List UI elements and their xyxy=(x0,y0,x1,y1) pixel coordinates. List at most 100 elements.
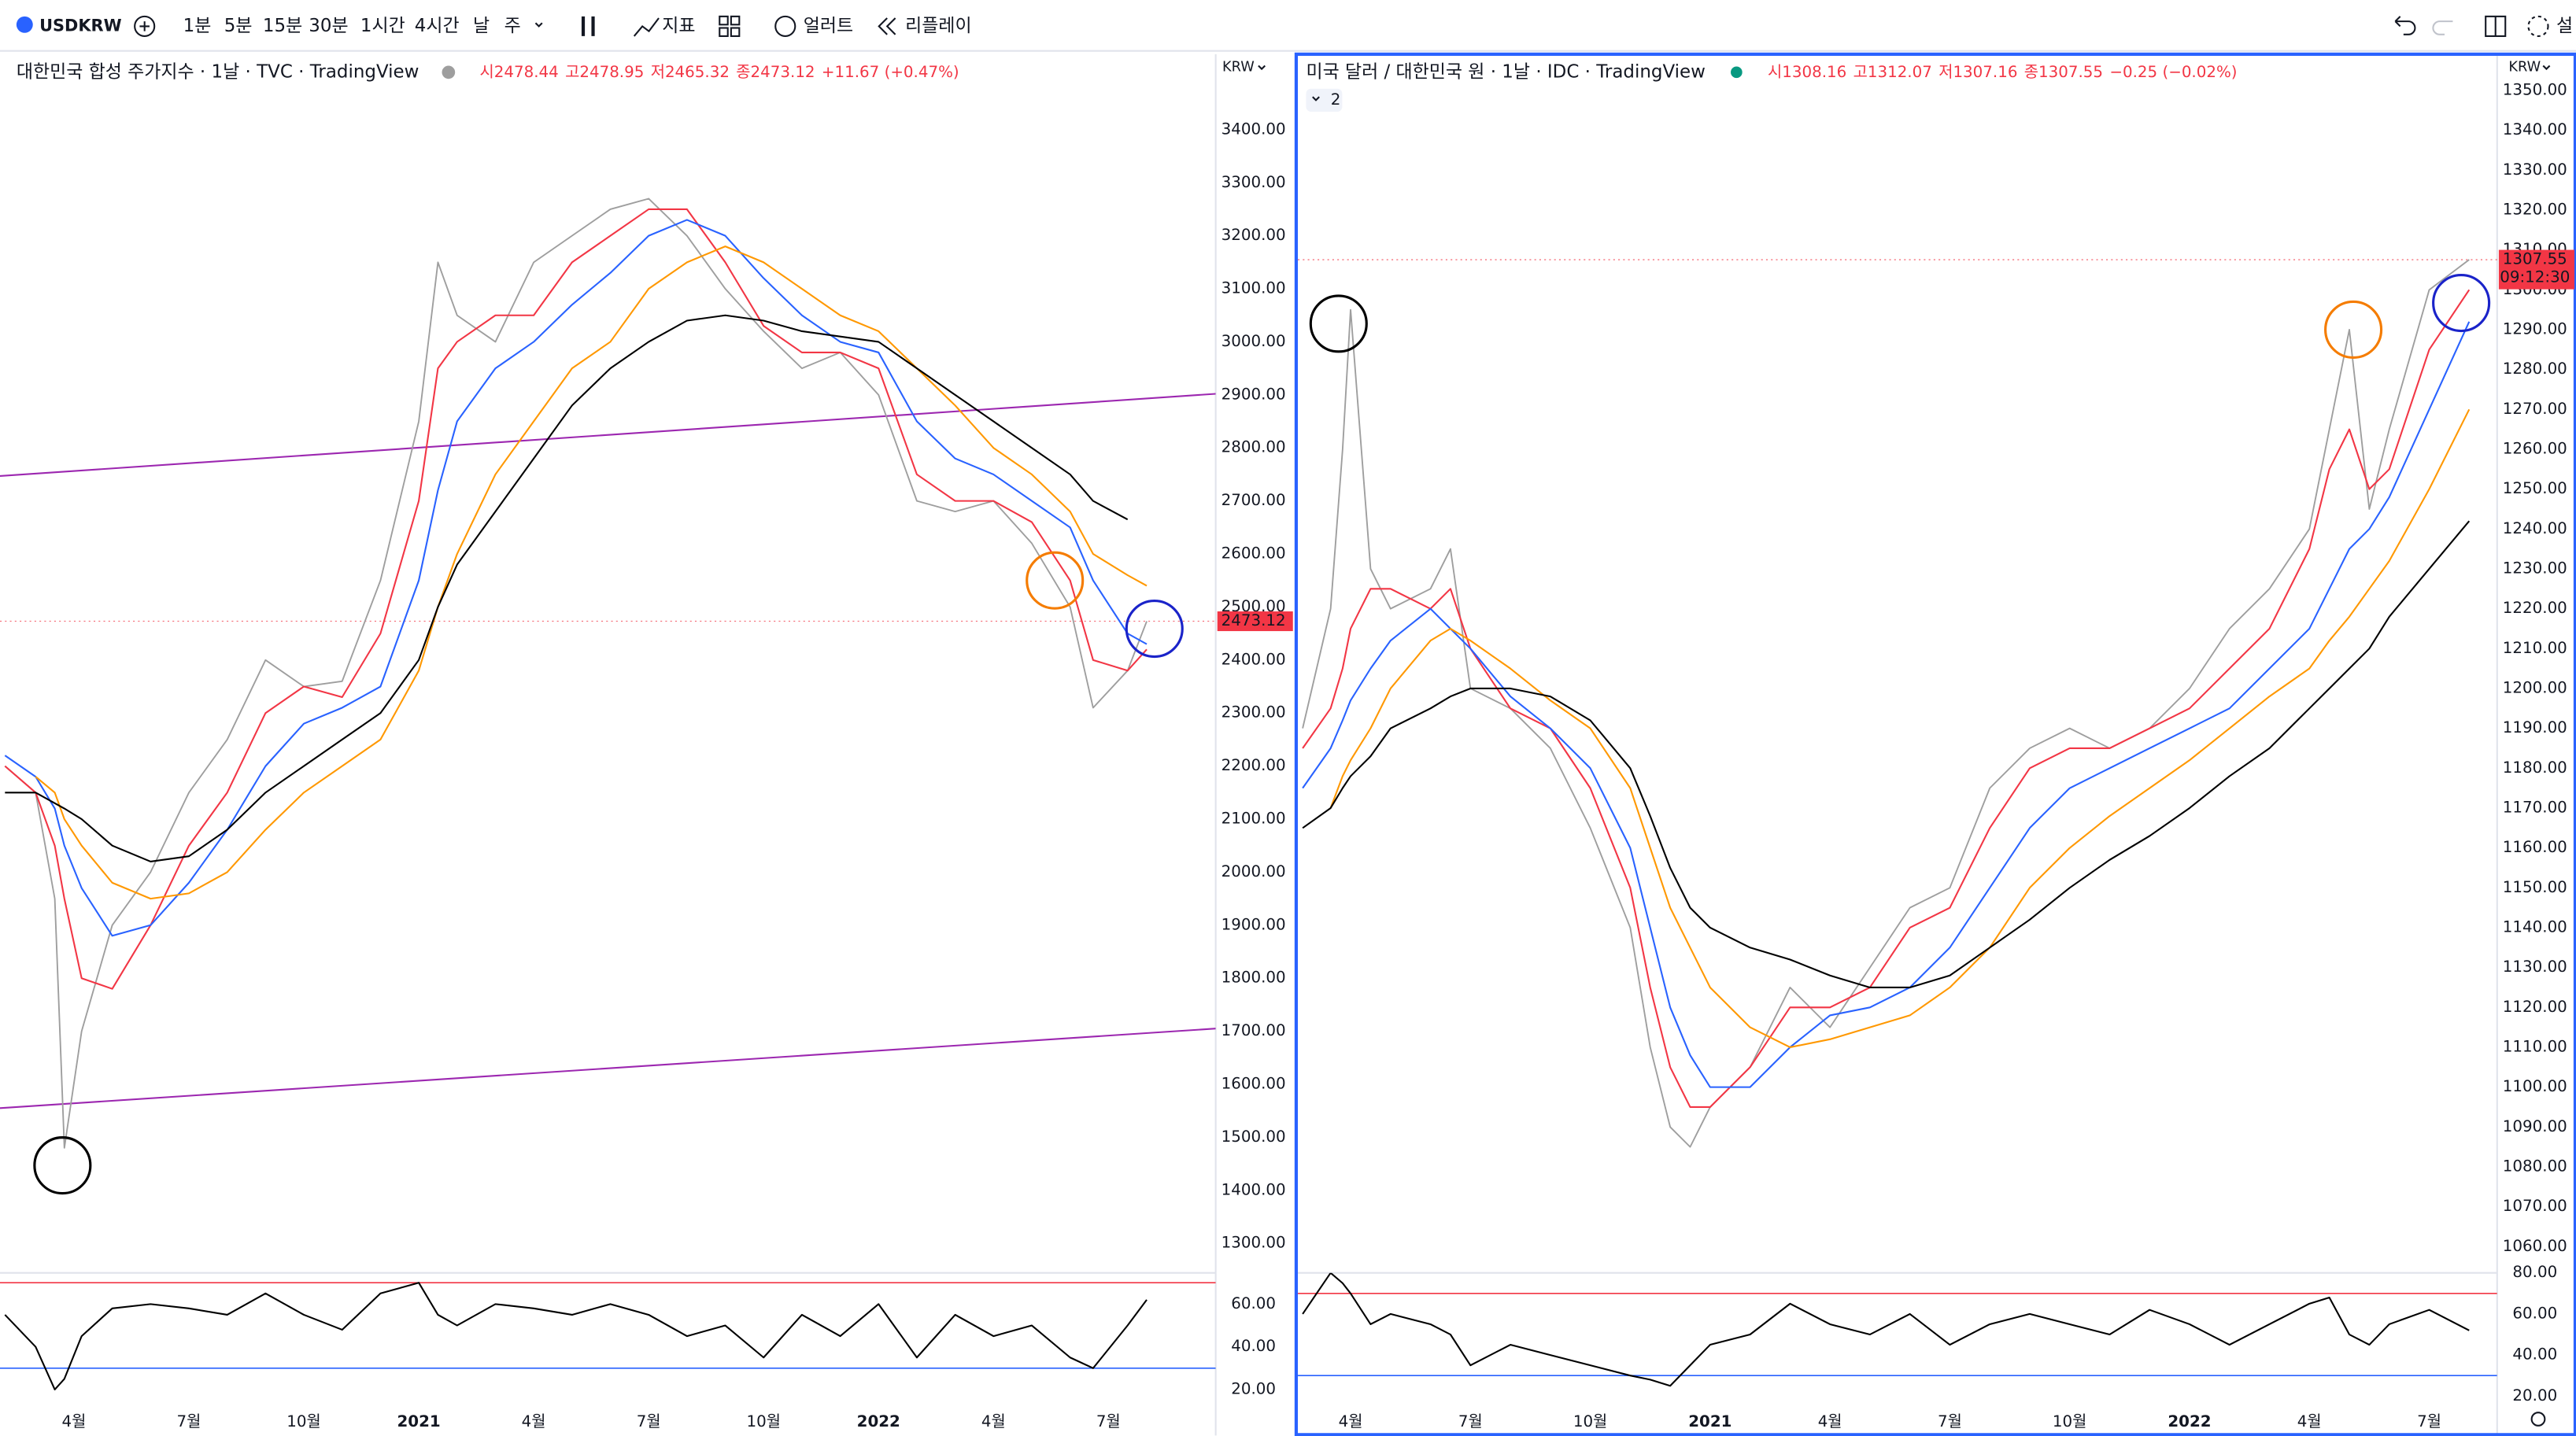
annotation-circle xyxy=(1026,551,1085,610)
collapse-chevron xyxy=(1312,96,1320,102)
last-price-tag xyxy=(1217,611,1293,632)
price-unit[interactable]: KRW xyxy=(1222,60,1255,76)
y-tick-label: 1400.00 xyxy=(1221,1180,1286,1198)
x-tick-label: 7월 xyxy=(1938,1412,1962,1430)
interval-button[interactable]: 15분 xyxy=(263,16,302,36)
symbol[interactable]: USDKRW xyxy=(39,16,122,35)
series-line xyxy=(1302,1272,2470,1387)
redo[interactable] xyxy=(2432,20,2453,35)
countdown: 09:12:30 xyxy=(2500,268,2570,286)
y-tick-label: 2700.00 xyxy=(1221,491,1286,509)
add-symbol-plus xyxy=(139,21,150,31)
chart-title: 대한민국 합성 주가지수 · 1날 · TVC · TradingView xyxy=(17,61,419,82)
y-tick-label: 40.00 xyxy=(1231,1337,1276,1355)
series-line xyxy=(4,219,1148,937)
trend-line xyxy=(0,1028,1216,1109)
x-tick-label: 10월 xyxy=(2053,1412,2086,1430)
y-tick-label: 1090.00 xyxy=(2503,1117,2567,1135)
chart-title: 미국 달러 / 대한민국 원 · 1날 · IDC · TradingView xyxy=(1306,61,1706,82)
x-tick-label: 4월 xyxy=(522,1412,546,1430)
y-tick-label: 1250.00 xyxy=(2503,479,2567,497)
interval-button[interactable]: 1시간 xyxy=(360,16,405,36)
y-tick-label: 1300.00 xyxy=(1221,1234,1286,1252)
settings-icon[interactable] xyxy=(2530,1412,2546,1427)
y-tick-label: 80.00 xyxy=(2512,1263,2557,1281)
alerts-button[interactable]: 얼러트 xyxy=(804,16,853,36)
y-tick-label: 1210.00 xyxy=(2503,639,2567,657)
x-tick-label: 7월 xyxy=(2417,1412,2441,1430)
ohlc-value: 종2473.12 xyxy=(736,62,815,80)
y-tick-label: 1290.00 xyxy=(2503,319,2567,338)
ohlc-value: 저1307.16 xyxy=(1938,62,2017,80)
unit-chevron xyxy=(2542,65,2551,71)
interval-button[interactable]: 5분 xyxy=(224,16,253,36)
x-tick-label: 10월 xyxy=(286,1412,320,1430)
y-tick-label: 1800.00 xyxy=(1221,969,1286,987)
y-tick-label: 1120.00 xyxy=(2503,998,2567,1016)
interval-button[interactable]: 날 xyxy=(473,16,490,36)
interval-button[interactable]: 주 xyxy=(504,16,521,36)
toolbar xyxy=(0,0,2576,51)
status-dot xyxy=(442,65,456,79)
y-tick-label: 2600.00 xyxy=(1221,544,1286,563)
interval-button[interactable]: 1분 xyxy=(183,16,212,36)
ohlc-legend: 시1308.16 고1312.07 저1307.16 종1307.55 −0.25 (−… xyxy=(1768,62,2238,80)
y-tick-label: 2200.00 xyxy=(1221,756,1286,774)
y-tick-label: 3200.00 xyxy=(1221,226,1286,244)
indicators-icon xyxy=(633,17,660,37)
ohlc-value: 저2465.32 xyxy=(651,62,730,80)
plot xyxy=(1298,1272,2497,1387)
interval-button[interactable]: 4시간 xyxy=(415,16,460,36)
y-tick-label: 1130.00 xyxy=(2503,958,2567,976)
series-line xyxy=(4,1282,1148,1391)
plot xyxy=(0,1282,1216,1391)
undo[interactable] xyxy=(2394,16,2416,35)
series-line xyxy=(5,314,1129,862)
y-tick-label: 1350.00 xyxy=(2503,80,2567,98)
x-tick-label: 7월 xyxy=(1458,1412,1483,1430)
chart-type-icon[interactable] xyxy=(581,16,595,36)
cloud-icon[interactable] xyxy=(2527,15,2549,37)
interval-button[interactable]: 30분 xyxy=(309,16,348,36)
x-tick-label: 4월 xyxy=(2297,1412,2322,1430)
x-tick-label: 2021 xyxy=(397,1412,440,1430)
collapse-badge[interactable] xyxy=(1306,88,1343,112)
series-line xyxy=(4,208,1148,990)
y-tick-label: 1340.00 xyxy=(2503,120,2567,138)
indicators-button[interactable]: 지표 xyxy=(662,16,695,36)
y-tick-label: 1180.00 xyxy=(2503,759,2567,777)
annotation-circle xyxy=(1125,600,1184,659)
ohlc-value: −0.25 (−0.02%) xyxy=(2109,62,2237,80)
y-tick-label: 1280.00 xyxy=(2503,360,2567,378)
price-unit[interactable]: KRW xyxy=(2508,60,2541,76)
series-line xyxy=(1329,408,2471,1049)
y-tick-label: 2800.00 xyxy=(1221,438,1286,456)
y-tick-label: 20.00 xyxy=(1231,1379,1276,1397)
y-tick-label: 2300.00 xyxy=(1221,703,1286,722)
plot xyxy=(0,197,1216,1149)
x-tick-label: 4월 xyxy=(981,1412,1006,1430)
y-tick-label: 1330.00 xyxy=(2503,161,2567,179)
toolbar-partial[interactable]: 설 xyxy=(2556,16,2573,36)
ohlc-value: 고1312.07 xyxy=(1853,62,1932,80)
templates-icon xyxy=(730,27,741,37)
add-symbol[interactable] xyxy=(134,15,156,37)
symbol-icon[interactable] xyxy=(16,16,33,33)
hidden-indicators-count: 2 xyxy=(1331,90,1341,109)
templates-icon[interactable] xyxy=(719,15,729,26)
y-tick-label: 1110.00 xyxy=(2503,1037,2567,1055)
y-tick-label: 3400.00 xyxy=(1221,120,1286,138)
last-price-label: 2473.12 xyxy=(1221,611,1286,629)
last-price-tag xyxy=(2498,249,2574,290)
annotation-circle xyxy=(2432,273,2491,333)
price-line xyxy=(4,197,1148,1149)
unit-chevron xyxy=(1258,65,1266,71)
annotation-circle xyxy=(1309,294,1368,353)
replay-icon xyxy=(878,17,896,35)
y-tick-label: 1230.00 xyxy=(2503,559,2567,577)
status-dot xyxy=(1731,66,1743,79)
x-tick-label: 10월 xyxy=(1573,1412,1607,1430)
y-tick-label: 1190.00 xyxy=(2503,718,2567,736)
replay-button[interactable]: 리플레이 xyxy=(905,16,971,36)
